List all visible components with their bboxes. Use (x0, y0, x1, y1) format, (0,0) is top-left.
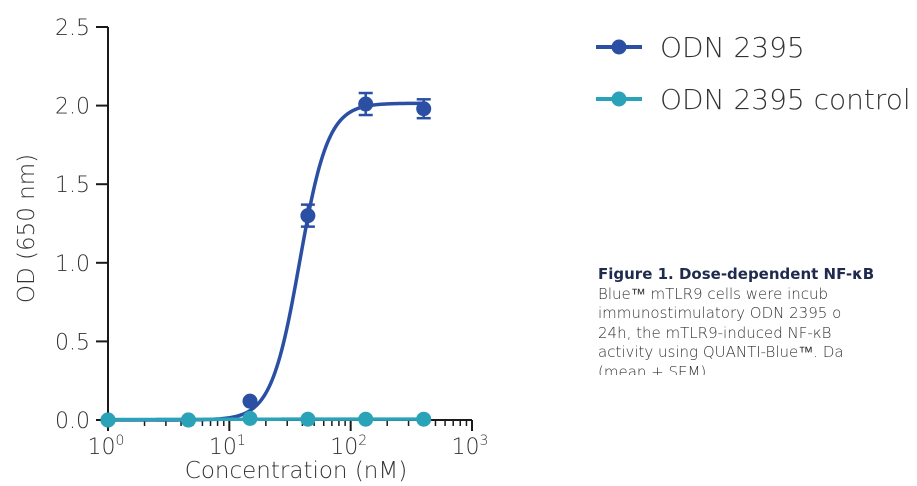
x-tick-label: 102 (330, 433, 367, 460)
y-tick-label: 1.5 (55, 173, 90, 198)
data-point (358, 411, 374, 427)
legend-entry-label: ODN 2395 (660, 31, 805, 64)
data-point (180, 412, 196, 428)
y-tick-label: 2.5 (55, 16, 90, 41)
figure-caption: Figure 1. Dose-dependent NF-κB Blue™ mTL… (598, 265, 917, 375)
data-point (300, 411, 316, 427)
fit-curves (107, 101, 424, 422)
data-point (242, 393, 258, 409)
caption-line-4: activity using QUANTI-Blue™. Da (598, 343, 844, 361)
y-tick-label: 2.0 (55, 95, 90, 120)
data-point (416, 101, 432, 117)
caption-line-1: Blue™ mTLR9 cells were incub (598, 284, 829, 303)
caption-line-5: (mean + SEM). (598, 362, 712, 376)
x-tick-label: 101 (209, 433, 246, 460)
data-point (100, 412, 116, 428)
data-points (100, 91, 432, 428)
legend-swatch-marker (611, 91, 627, 107)
data-point (242, 410, 258, 426)
caption-line-3: 24h, the mTLR9-induced NF-κB (598, 323, 832, 342)
x-axis-label: Concentration (nM) (185, 458, 407, 484)
x-tick-label: 100 (88, 433, 125, 460)
legend-swatch-marker (611, 39, 627, 55)
caption-line-2: immunostimulatory ODN 2395 o (598, 304, 842, 322)
data-point (300, 208, 316, 224)
axes (107, 27, 472, 421)
y-tick-label: 0.5 (55, 330, 90, 355)
caption-title: Figure 1. Dose-dependent NF-κB (598, 265, 875, 283)
y-tick-label: 1.0 (55, 252, 90, 277)
axis-ticks: 0.0 0.5 1.0 1.5 2.0 2.5 100 101 102 103 (55, 16, 488, 460)
x-tick-label: 103 (452, 433, 489, 460)
legend: ODN 2395 ODN 2395 control (596, 31, 911, 116)
legend-entry-label: ODN 2395 control (660, 83, 911, 116)
data-point (358, 96, 374, 112)
y-tick-label: 0.0 (55, 409, 90, 434)
data-point (416, 411, 432, 427)
y-axis-label: OD (650 nm) (14, 154, 40, 303)
fit-curve (108, 101, 424, 422)
